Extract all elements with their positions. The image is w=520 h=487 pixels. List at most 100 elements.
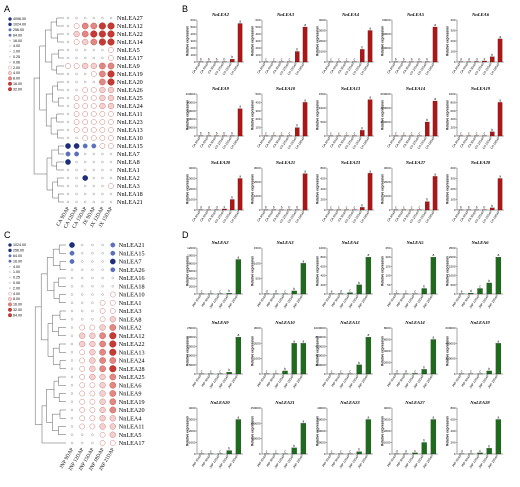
gene-label: NnLEA10 [117,135,143,142]
chart-title: NnLEA6 [470,240,489,245]
gene-label: NnLEA21 [117,199,143,206]
y-tick-label: 0 [259,372,261,376]
significance-letter: c [468,132,470,136]
heatmap-cell [90,87,97,93]
heatmap-cell [66,184,70,188]
heatmap-cell [75,160,78,164]
dendrogram-branch [52,85,59,103]
dendrogram-branch [59,360,66,369]
y-tick-label: 1000 [449,274,456,278]
heatmap-cell [109,415,116,422]
x-tick-label: JNP 6DAP [191,454,202,468]
significance-letter: c [411,132,413,136]
y-tick-label: 12000 [187,246,196,250]
y-tick-label: 1000 [449,92,456,96]
x-tick-label: CA 12DAP [409,136,421,150]
bar [237,108,243,137]
dendrogram-branch [56,161,64,171]
dendrogram-branch [57,33,64,43]
heatmap-cell [111,285,115,288]
heatmap-cell [82,95,89,101]
x-tick-label: CA 12DAP [409,210,421,224]
heatmap-cell [80,252,84,255]
heatmap-cell [79,390,86,397]
heatmap-cell [66,112,70,116]
dendrogram-branch [41,273,48,341]
heatmap-cell [91,143,97,149]
significance-letter: c [340,370,342,374]
heatmap-cell [75,80,78,84]
y-tick-label: 300 [255,109,260,113]
heatmap-cell [101,192,104,196]
y-tick-label: 300 [450,29,455,33]
y-tick-label: 1000 [189,441,196,445]
y-tick-label: 2000 [189,187,196,191]
y-tick-label: 1000 [319,106,326,110]
significance-letter: c [354,132,356,136]
heatmap-cell [75,136,78,140]
significance-letter: c [273,58,275,62]
dendrogram-branch [33,77,47,175]
heatmap-cell [90,38,98,46]
x-tick-label: CA 3DAP [256,62,267,75]
heatmap-cell [75,88,78,92]
significance-letter: c [479,284,481,288]
significance-letter: c [266,370,268,374]
y-tick-label: 400000 [445,341,455,345]
heatmap-cell [109,373,117,381]
significance-letter: a [369,169,371,173]
significance-letter: c [476,132,478,136]
x-tick-label: CA 18DAP [424,62,436,76]
gene-label: NnLEA20 [119,407,145,414]
y-axis-label: Relative expression [316,416,320,446]
x-tick-label: CA 6DAP [459,136,470,149]
y-tick-label: 40000 [382,32,391,36]
heatmap-cell [99,382,106,389]
significance-letter: d [208,206,210,210]
y-tick-label: 0 [454,60,456,64]
x-tick-label: CA 12DAP [214,136,226,150]
heatmap-cell [80,285,84,288]
x-tick-label: JNP 9DAP [395,294,406,308]
y-tick-label: 0 [324,208,326,212]
y-axis-label: Relative expression [186,174,190,204]
significance-letter: b [216,58,218,62]
legend-swatch [8,313,12,318]
bar [300,263,307,295]
heatmap-cell [91,252,94,255]
x-tick-label: CA 18DAP [229,62,241,76]
y-tick-label: 0 [454,452,456,456]
y-tick-label: 200 [385,255,390,259]
gene-label: NnLEA5 [117,47,140,54]
significance-letter: c [281,58,283,62]
heatmap-cell [101,176,104,180]
heatmap-cell [109,291,116,298]
y-tick-label: 1000000 [314,326,326,330]
heatmap-cell [75,48,78,52]
x-tick-label: JNP 9DAP [265,454,276,468]
bar [294,127,300,137]
heatmap-cell [90,30,98,38]
dendrogram-branch [57,129,64,139]
y-tick-label: 0 [454,208,456,212]
heatmap-cell [74,151,80,157]
y-tick-label: 0 [259,292,261,296]
significance-letter: b [361,45,363,49]
bar [430,257,437,295]
x-tick-label: CA 6DAP [459,210,470,223]
y-axis-label: Relative expression [251,26,255,56]
heatmap-cell [107,62,115,70]
bar [347,292,353,295]
y-tick-label: 800000 [315,335,325,339]
significance-letter: c [330,132,332,136]
gene-label: NnLEA14 [117,39,143,46]
significance-letter: a [499,98,501,102]
significance-letter: c [275,450,277,454]
dendrogram-branch [59,261,66,270]
heatmap-cell [101,200,104,204]
significance-letter: b [426,118,428,122]
significance-letter: a [434,23,436,27]
significance-letter: b [358,281,360,285]
heatmap-cell [109,176,113,180]
